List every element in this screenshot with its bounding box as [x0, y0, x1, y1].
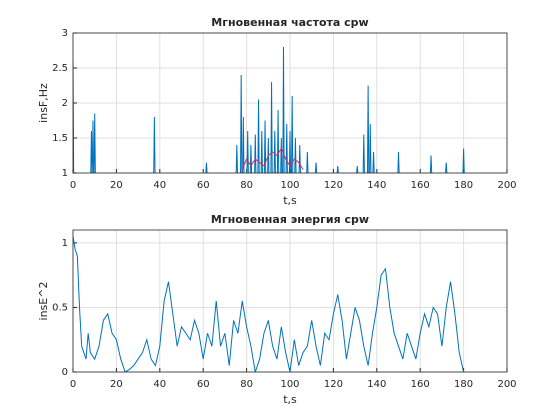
y-tick-label: 2.5 — [52, 63, 68, 74]
y-tick-label: 1 — [62, 238, 68, 249]
data-line — [235, 144, 238, 173]
axes-box — [72, 32, 508, 174]
data-line — [263, 120, 267, 173]
data-line — [306, 151, 309, 173]
x-tick-label: 120 — [324, 379, 343, 390]
x-tick-label: 100 — [280, 379, 299, 390]
data-line — [282, 46, 285, 173]
data-line — [288, 130, 292, 173]
data-line — [270, 81, 273, 173]
chart-title: Мгновенная частота cpw — [211, 16, 368, 29]
y-tick-label: 0.5 — [52, 302, 68, 313]
x-tick-label: 20 — [110, 180, 123, 191]
data-line — [366, 85, 370, 173]
data-line — [240, 74, 243, 173]
y-axis-label: insE^2 — [37, 282, 50, 321]
y-tick-label: 1 — [62, 168, 68, 179]
data-line — [397, 151, 400, 173]
x-tick-label: 40 — [153, 379, 166, 390]
data-line — [153, 116, 156, 173]
x-tick-label: 140 — [367, 379, 386, 390]
y-tick-label: 0 — [62, 367, 68, 378]
data-line — [260, 130, 263, 173]
data-line — [249, 144, 253, 173]
data-line — [257, 99, 260, 173]
x-tick-label: 160 — [411, 180, 430, 191]
data-line — [276, 109, 280, 173]
x-tick-label: 0 — [70, 379, 76, 390]
data-line — [91, 120, 95, 173]
x-tick-label: 200 — [497, 379, 516, 390]
data-line — [285, 123, 288, 173]
data-line — [372, 151, 375, 173]
x-tick-label: 160 — [411, 379, 430, 390]
x-tick-label: 80 — [240, 379, 253, 390]
data-line — [73, 236, 465, 372]
data-line — [242, 116, 245, 173]
x-tick-label: 120 — [324, 180, 343, 191]
data-line — [429, 155, 433, 173]
x-tick-label: 100 — [280, 180, 299, 191]
data-line — [462, 148, 465, 173]
x-tick-label: 0 — [70, 180, 76, 191]
x-axis-label: t,s — [283, 194, 297, 207]
y-tick-label: 2 — [62, 98, 68, 109]
data-line — [90, 130, 93, 173]
chart-title: Мгновенная энергия cpw — [211, 213, 369, 226]
data-line — [336, 165, 339, 173]
data-line — [93, 113, 96, 173]
x-tick-label: 180 — [454, 180, 473, 191]
data-line — [241, 147, 304, 170]
y-axis-label: insF,Hz — [37, 83, 50, 123]
x-tick-label: 20 — [110, 379, 123, 390]
data-line — [205, 162, 208, 173]
y-tick-label: 3 — [62, 28, 68, 39]
x-tick-label: 60 — [197, 180, 210, 191]
data-line — [445, 162, 448, 173]
y-tick-label: 1.5 — [52, 133, 68, 144]
data-line — [273, 130, 276, 173]
axes-box — [72, 229, 508, 373]
x-tick-label: 60 — [197, 379, 210, 390]
data-line — [314, 162, 318, 173]
x-tick-label: 80 — [240, 180, 253, 191]
data-line — [369, 123, 372, 173]
x-tick-label: 40 — [153, 180, 166, 191]
data-line — [291, 95, 294, 173]
data-line — [280, 137, 283, 173]
x-tick-label: 200 — [497, 180, 516, 191]
data-line — [246, 130, 249, 173]
x-tick-label: 140 — [367, 180, 386, 191]
data-line — [356, 165, 359, 173]
data-line — [294, 137, 297, 173]
x-axis-label: t,s — [283, 393, 297, 406]
data-line — [267, 137, 270, 173]
x-tick-label: 180 — [454, 379, 473, 390]
data-line — [362, 134, 365, 173]
